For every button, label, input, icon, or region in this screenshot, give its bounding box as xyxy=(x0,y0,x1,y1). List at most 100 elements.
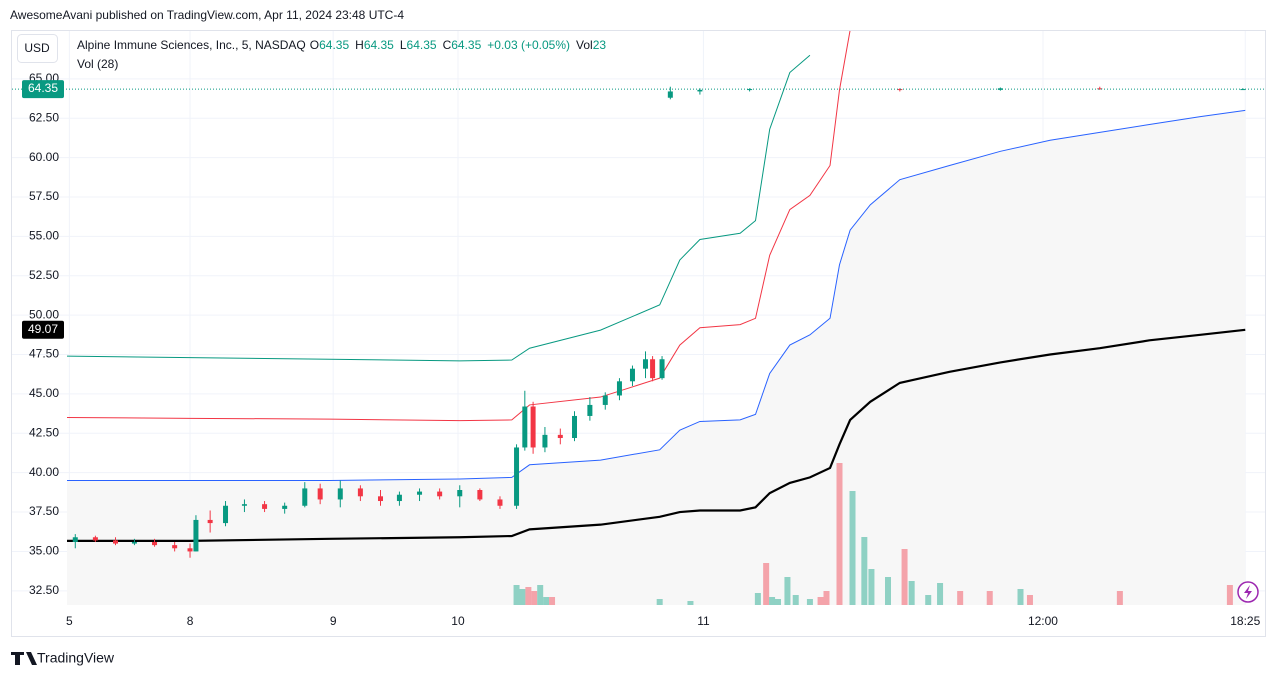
x-tick-label: 8 xyxy=(187,614,194,628)
band-line xyxy=(67,328,1246,542)
x-tick-label: 18:25 xyxy=(1230,614,1260,628)
volume-bar xyxy=(525,587,532,605)
currency[interactable]: USD xyxy=(24,41,50,55)
chart-frame xyxy=(11,30,1266,637)
candle-body xyxy=(602,395,608,405)
candle-body xyxy=(997,88,1003,90)
candle-body xyxy=(337,488,343,500)
candle-body xyxy=(241,504,247,506)
symbol: Alpine Immune Sciences, Inc., 5, NASDAQ xyxy=(77,38,306,52)
y-tick-label: 55.00 xyxy=(29,229,59,243)
o-label: O xyxy=(310,38,319,52)
y-tick-label: 50.00 xyxy=(29,307,59,321)
volume-bar xyxy=(885,577,892,605)
candle-body xyxy=(747,89,753,91)
candle-body xyxy=(497,499,503,506)
volume-bar xyxy=(925,595,932,605)
x-tick-label: 9 xyxy=(330,614,337,628)
candle-body xyxy=(542,434,548,448)
y-tick-label: 45.00 xyxy=(29,386,59,400)
o-value: 64.35 xyxy=(319,38,349,52)
candle-body xyxy=(193,519,199,552)
last-price-label: 64.35 xyxy=(28,81,58,95)
vol-value: 23 xyxy=(593,38,607,52)
volume-bar xyxy=(1116,591,1123,605)
candle-body xyxy=(417,491,423,495)
candle-body xyxy=(897,89,903,91)
y-tick-label: 35.00 xyxy=(29,544,59,558)
candle-body xyxy=(1097,88,1103,90)
volume-bar xyxy=(937,583,944,605)
band-line xyxy=(66,54,811,362)
volume-bar xyxy=(792,595,799,605)
publish-header: AwesomeAvani published on TradingView.co… xyxy=(10,8,404,22)
vol-label: Vol xyxy=(576,38,593,52)
candle-body xyxy=(207,519,213,524)
candle-body xyxy=(396,494,402,502)
y-tick-label: 62.50 xyxy=(29,110,59,124)
vwap-label: 49.07 xyxy=(28,322,58,336)
candle-body xyxy=(659,359,665,379)
candle-body xyxy=(642,359,648,369)
volume-bar xyxy=(908,581,915,605)
candle-body xyxy=(317,488,323,500)
candle-body xyxy=(72,537,78,542)
lightning-icon xyxy=(1244,585,1252,599)
candle-body xyxy=(667,91,673,98)
axis-labels: 32.50 35.00 37.50 40.00 42.50 45.00 47.50 50.00… xyxy=(12,71,1265,628)
candle-body xyxy=(650,359,656,379)
volume-bar xyxy=(784,577,791,605)
volume-bar xyxy=(656,599,663,605)
candle-body xyxy=(616,381,622,396)
candle-body xyxy=(92,537,98,541)
candle-body xyxy=(152,541,158,546)
y-tick-label: 37.50 xyxy=(29,504,59,518)
footer: TradingView xyxy=(37,650,115,666)
y-tick-label: 57.50 xyxy=(29,189,59,203)
x-tick-label: 10 xyxy=(451,614,465,628)
c-label: C xyxy=(443,38,452,52)
h-label: H xyxy=(355,38,364,52)
volume-bar xyxy=(1026,595,1033,605)
candle-body xyxy=(223,505,229,524)
legend: Alpine Immune Sciences, Inc., 5, NASDAQ O… xyxy=(77,38,606,52)
volume-bar xyxy=(687,601,694,605)
volume-bar xyxy=(1017,589,1024,605)
volume-bar xyxy=(806,599,813,605)
candle-body xyxy=(302,488,308,506)
y-tick-label: 40.00 xyxy=(29,465,59,479)
candle-body xyxy=(629,368,635,382)
volume-bar xyxy=(769,597,776,605)
candle-body xyxy=(522,406,528,448)
currency-button[interactable] xyxy=(17,34,58,63)
candle-body xyxy=(697,89,703,92)
volume-bar xyxy=(986,591,993,605)
candle-body xyxy=(457,490,463,497)
band-area xyxy=(67,110,1246,605)
candle-body xyxy=(530,406,536,448)
volume-bar xyxy=(519,589,526,605)
volume-bar xyxy=(549,597,556,605)
l-value: 64.35 xyxy=(407,38,437,52)
y-tick-label: 47.50 xyxy=(29,347,59,361)
candle-body xyxy=(187,548,193,552)
h-value: 64.35 xyxy=(364,38,394,52)
volume-bar xyxy=(823,591,830,605)
volume-bar xyxy=(901,549,908,605)
change: +0.03 (+0.05%) xyxy=(487,38,570,52)
candle-body xyxy=(514,447,520,506)
l-label: L xyxy=(400,38,407,52)
candle-body xyxy=(572,415,578,439)
vwap-tag xyxy=(22,320,64,339)
c-value: 64.35 xyxy=(451,38,481,52)
volume-title: Vol (28) xyxy=(77,57,118,71)
candle-body xyxy=(282,505,288,509)
candle-body xyxy=(262,504,268,509)
y-tick-label: 52.50 xyxy=(29,268,59,282)
candle-body xyxy=(131,541,137,544)
candle-body xyxy=(587,404,593,416)
candle-body xyxy=(437,491,443,497)
volume-bar xyxy=(543,597,550,605)
